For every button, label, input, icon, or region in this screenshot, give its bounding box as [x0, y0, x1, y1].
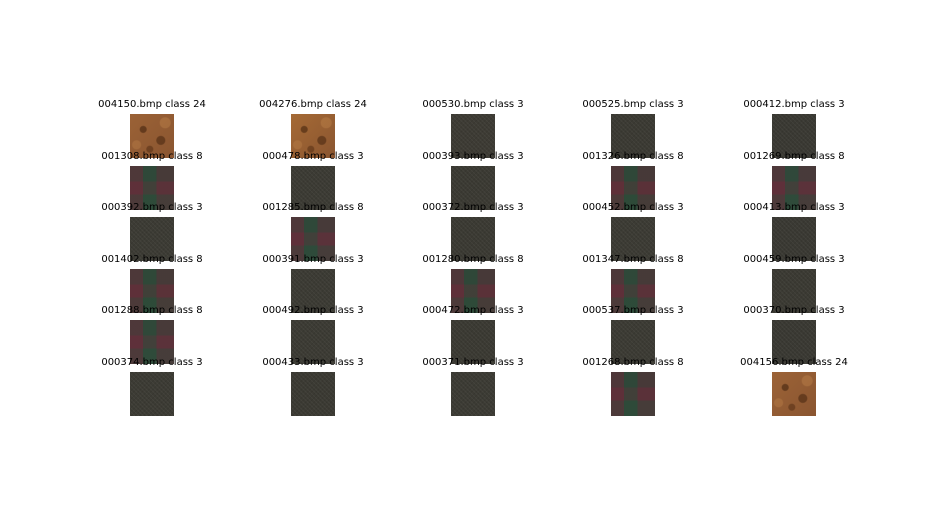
- cell-title: 000374.bmp class 3: [101, 357, 203, 368]
- brown-icon: [130, 114, 174, 158]
- grid-cell: 000452.bmp class 3: [553, 202, 713, 262]
- plaid-icon: [611, 166, 655, 210]
- cell-title: 004150.bmp class 24: [98, 99, 206, 110]
- plaid-icon: [611, 269, 655, 313]
- grid-cell: 001347.bmp class 8: [553, 254, 713, 314]
- plaid-icon: [130, 166, 174, 210]
- cell-title: 000537.bmp class 3: [582, 305, 684, 316]
- dark-icon: [772, 320, 816, 364]
- cell-title: 001347.bmp class 8: [582, 254, 684, 265]
- cell-title: 001308.bmp class 8: [101, 151, 203, 162]
- cell-title: 000392.bmp class 3: [101, 202, 203, 213]
- grid-cell: 001269.bmp class 8: [714, 151, 874, 211]
- grid-cell: 000372.bmp class 3: [393, 202, 553, 262]
- dark-icon: [772, 217, 816, 261]
- cell-title: 001280.bmp class 8: [422, 254, 524, 265]
- cell-title: 000472.bmp class 3: [422, 305, 524, 316]
- grid-cell: 001326.bmp class 8: [553, 151, 713, 211]
- grid-cell: 000433.bmp class 3: [233, 357, 393, 417]
- plaid-icon: [451, 269, 495, 313]
- cell-title: 000452.bmp class 3: [582, 202, 684, 213]
- grid-cell: 000530.bmp class 3: [393, 99, 553, 159]
- grid-cell: 000413.bmp class 3: [714, 202, 874, 262]
- plaid-icon: [130, 320, 174, 364]
- cell-title: 000370.bmp class 3: [743, 305, 845, 316]
- dark-icon: [291, 372, 335, 416]
- cell-title: 001269.bmp class 8: [743, 151, 845, 162]
- dark-icon: [611, 217, 655, 261]
- grid-cell: 000525.bmp class 3: [553, 99, 713, 159]
- grid-cell: 004156.bmp class 24: [714, 357, 874, 417]
- plaid-icon: [130, 269, 174, 313]
- cell-title: 000478.bmp class 3: [262, 151, 364, 162]
- plaid-icon: [611, 372, 655, 416]
- grid-cell: 000370.bmp class 3: [714, 305, 874, 365]
- cell-title: 000412.bmp class 3: [743, 99, 845, 110]
- dark-icon: [291, 269, 335, 313]
- grid-cell: 004150.bmp class 24: [72, 99, 232, 159]
- dark-icon: [611, 320, 655, 364]
- dark-icon: [451, 166, 495, 210]
- grid-cell: 000374.bmp class 3: [72, 357, 232, 417]
- dark-icon: [130, 217, 174, 261]
- dark-icon: [451, 320, 495, 364]
- cell-title: 004276.bmp class 24: [259, 99, 367, 110]
- grid-cell: 000492.bmp class 3: [233, 305, 393, 365]
- cell-title: 000413.bmp class 3: [743, 202, 845, 213]
- cell-title: 000492.bmp class 3: [262, 305, 364, 316]
- grid-cell: 001288.bmp class 8: [72, 305, 232, 365]
- cell-title: 000371.bmp class 3: [422, 357, 524, 368]
- grid-cell: 001280.bmp class 8: [393, 254, 553, 314]
- brown-icon: [772, 372, 816, 416]
- cell-title: 004156.bmp class 24: [740, 357, 848, 368]
- grid-cell: 001285.bmp class 8: [233, 202, 393, 262]
- dark-icon: [130, 372, 174, 416]
- grid-cell: 000371.bmp class 3: [393, 357, 553, 417]
- dark-icon: [772, 114, 816, 158]
- dark-icon: [451, 217, 495, 261]
- cell-title: 000459.bmp class 3: [743, 254, 845, 265]
- cell-title: 000530.bmp class 3: [422, 99, 524, 110]
- grid-cell: 000392.bmp class 3: [72, 202, 232, 262]
- cell-title: 000393.bmp class 3: [422, 151, 524, 162]
- cell-title: 001402.bmp class 8: [101, 254, 203, 265]
- grid-cell: 000537.bmp class 3: [553, 305, 713, 365]
- grid-cell: 000391.bmp class 3: [233, 254, 393, 314]
- cell-title: 001285.bmp class 8: [262, 202, 364, 213]
- grid-cell: 001402.bmp class 8: [72, 254, 232, 314]
- brown-icon: [291, 114, 335, 158]
- grid-cell: 001268.bmp class 8: [553, 357, 713, 417]
- grid-cell: 000478.bmp class 3: [233, 151, 393, 211]
- dark-icon: [611, 114, 655, 158]
- dark-icon: [451, 372, 495, 416]
- cell-title: 001288.bmp class 8: [101, 305, 203, 316]
- plaid-icon: [772, 166, 816, 210]
- grid-cell: 000412.bmp class 3: [714, 99, 874, 159]
- plaid-icon: [291, 217, 335, 261]
- dark-icon: [772, 269, 816, 313]
- cell-title: 001268.bmp class 8: [582, 357, 684, 368]
- cell-title: 000372.bmp class 3: [422, 202, 524, 213]
- dark-icon: [451, 114, 495, 158]
- grid-cell: 001308.bmp class 8: [72, 151, 232, 211]
- grid-cell: 000393.bmp class 3: [393, 151, 553, 211]
- cell-title: 000391.bmp class 3: [262, 254, 364, 265]
- grid-cell: 000459.bmp class 3: [714, 254, 874, 314]
- grid-cell: 000472.bmp class 3: [393, 305, 553, 365]
- cell-title: 000525.bmp class 3: [582, 99, 684, 110]
- grid-cell: 004276.bmp class 24: [233, 99, 393, 159]
- cell-title: 001326.bmp class 8: [582, 151, 684, 162]
- dark-icon: [291, 166, 335, 210]
- dark-icon: [291, 320, 335, 364]
- cell-title: 000433.bmp class 3: [262, 357, 364, 368]
